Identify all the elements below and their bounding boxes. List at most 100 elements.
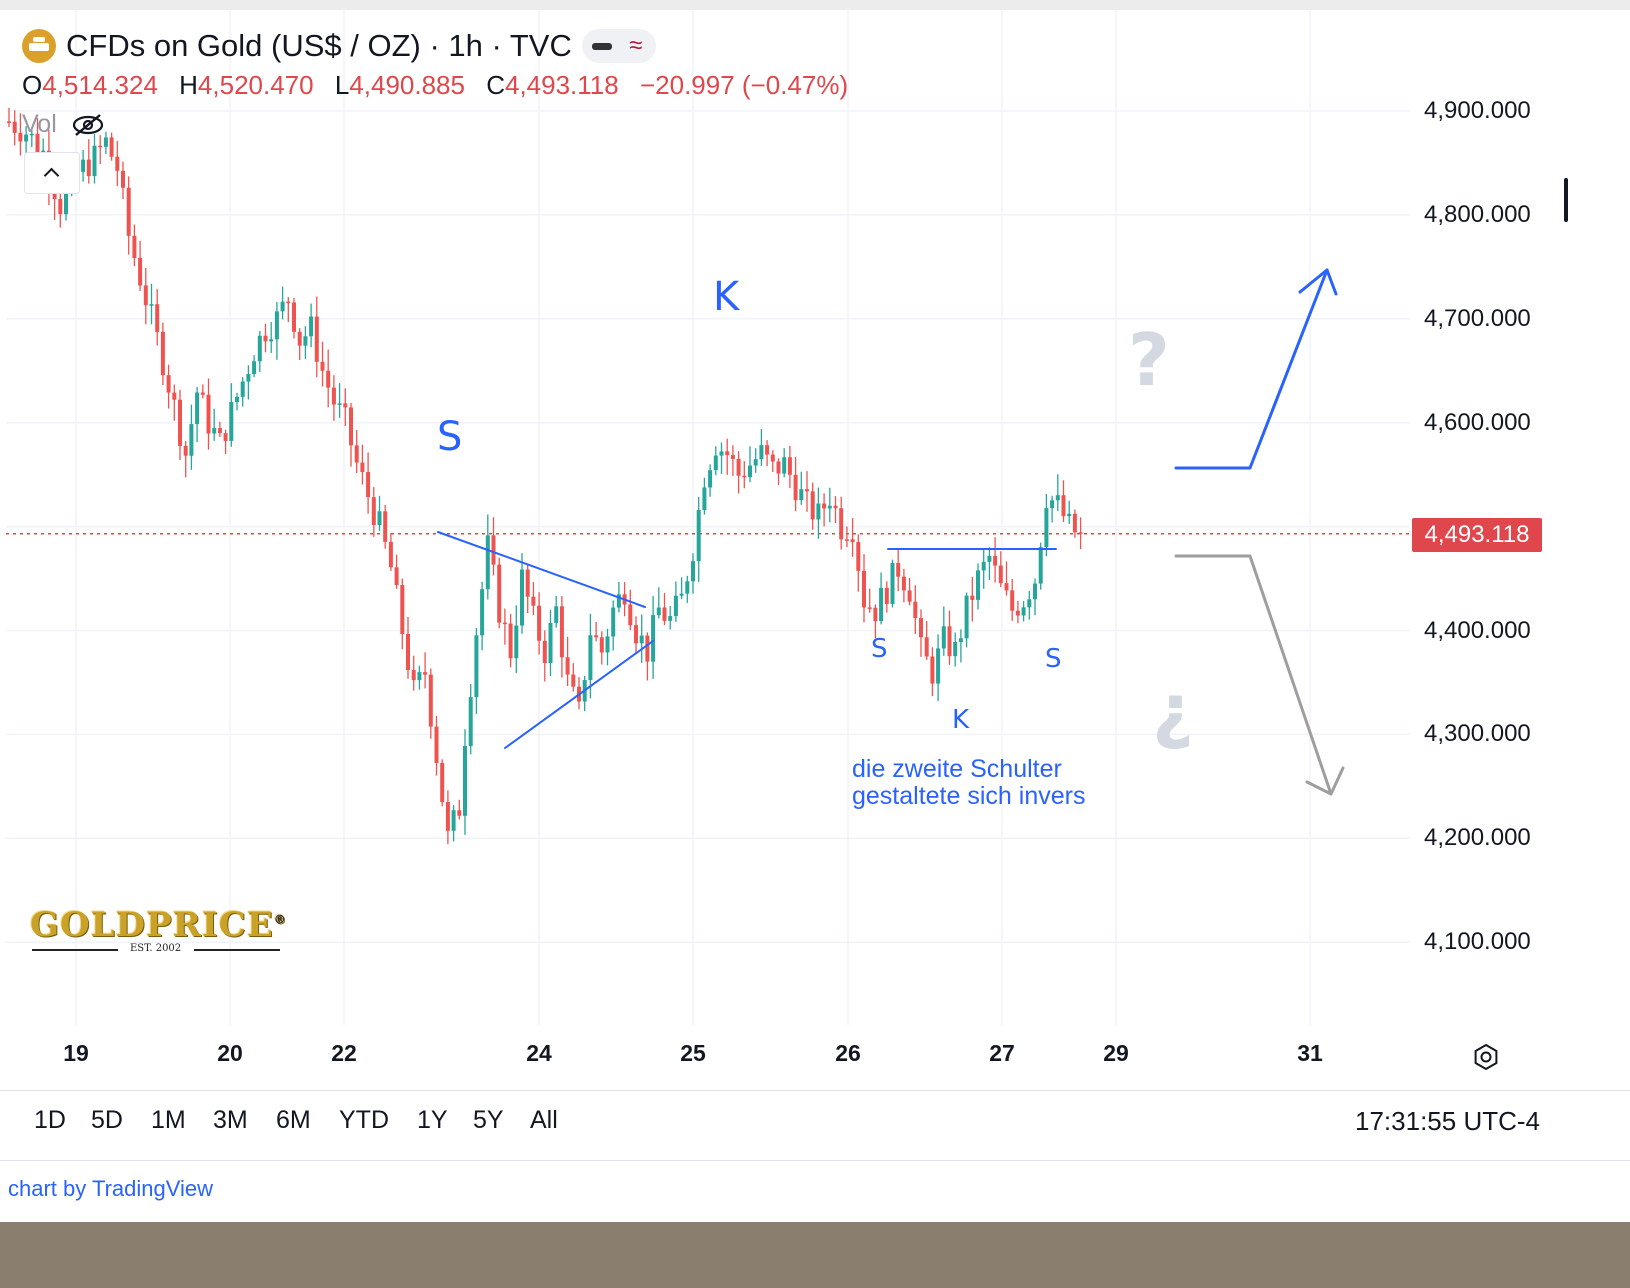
candle-up	[229, 402, 234, 441]
candle-down	[200, 392, 205, 395]
candle-down	[286, 301, 291, 304]
time-tick-label: 26	[835, 1040, 861, 1066]
scroll-handle[interactable]	[1564, 178, 1568, 222]
price-chart[interactable]	[0, 0, 1630, 1090]
candle-down	[331, 387, 336, 405]
triangle-upper-line	[437, 531, 646, 608]
candle-down	[862, 570, 866, 608]
logo-rule-left	[32, 949, 118, 951]
note-line-2: gestaltete sich invers	[852, 782, 1086, 810]
range-button-1y[interactable]: 1Y	[417, 1106, 448, 1134]
candle-down	[850, 539, 855, 543]
candle-up	[799, 489, 804, 501]
time-tick-label: 24	[526, 1040, 552, 1066]
candle-down	[839, 508, 844, 540]
candle-down	[833, 505, 838, 509]
candle-down	[423, 672, 428, 675]
candle-down	[491, 535, 496, 565]
candle-down	[366, 472, 371, 498]
candle-down	[867, 607, 872, 609]
candle-up	[782, 457, 787, 474]
candle-up	[976, 570, 980, 600]
candle-up	[1050, 500, 1055, 509]
time-tick-label: 20	[217, 1040, 243, 1066]
range-button-3m[interactable]: 3M	[213, 1106, 248, 1134]
price-tick-label: 4,900.000	[1424, 97, 1531, 124]
candle-up	[696, 510, 701, 562]
candle-up	[474, 635, 479, 698]
settings-icon[interactable]	[1472, 1043, 1500, 1071]
candle-down	[1010, 590, 1015, 611]
candle-up	[103, 137, 108, 147]
candle-down	[1061, 495, 1066, 517]
bullish-scenario-arrow	[1174, 268, 1329, 470]
legend-controls[interactable]: ≈	[581, 29, 656, 63]
candle-down	[263, 335, 268, 342]
candle-down	[12, 121, 17, 133]
collapse-legend-button[interactable]	[24, 152, 80, 194]
candle-down	[383, 511, 388, 542]
candle-down	[662, 607, 667, 621]
goldprice-logo: GOLDPRICE® EST. 2002	[30, 905, 290, 957]
change-value: −20.997 (−0.47%)	[639, 70, 849, 100]
range-button-all[interactable]: All	[530, 1106, 558, 1134]
price-tick-label: 4,800.000	[1424, 200, 1531, 228]
candle-down	[884, 587, 889, 604]
candle-up	[827, 505, 832, 509]
price-tick-label: 4,600.000	[1424, 408, 1531, 436]
range-button-6m[interactable]: 6M	[276, 1106, 311, 1134]
candle-up	[651, 615, 656, 662]
candle-up	[274, 311, 279, 340]
candle-down	[776, 461, 781, 474]
candle-down	[7, 121, 11, 123]
candle-up	[252, 361, 257, 374]
candle-down	[924, 637, 929, 657]
price-tick-label: 4,700.000	[1424, 304, 1531, 332]
candle-up	[417, 672, 422, 681]
candle-up	[1038, 547, 1043, 584]
annotation-note: die zweite Schulter gestaltete sich inve…	[852, 756, 1085, 810]
candle-up	[708, 470, 713, 488]
volume-label: Vol	[22, 110, 57, 138]
candle-down	[502, 622, 507, 625]
range-button-5d[interactable]: 5D	[91, 1106, 123, 1134]
candle-down	[58, 199, 63, 215]
wave-icon[interactable]: ≈	[629, 32, 643, 59]
candle-down	[1004, 583, 1009, 591]
price-tick-label: 4,100.000	[1424, 928, 1531, 956]
candle-down	[166, 375, 171, 393]
high-value: 4,520.470	[197, 70, 314, 100]
tradingview-credit-link[interactable]: chart by TradingView	[8, 1176, 214, 1201]
candle-down	[132, 235, 137, 258]
candle-down	[765, 445, 770, 455]
candle-down	[326, 370, 331, 388]
candle-up	[212, 428, 217, 434]
candle-down	[223, 433, 228, 441]
candle-up	[1033, 583, 1037, 600]
candle-down	[542, 640, 547, 664]
candle-down	[440, 762, 445, 803]
candle-up	[280, 301, 285, 312]
candle-up	[92, 145, 97, 177]
candle-up	[668, 616, 673, 621]
annotation-left-shoulder: S	[437, 414, 463, 460]
annotation-head: K	[713, 274, 740, 320]
range-button-ytd[interactable]: YTD	[339, 1106, 389, 1134]
candle-up	[753, 459, 758, 466]
eye-hidden-icon[interactable]	[71, 113, 105, 137]
candle-up	[639, 635, 644, 644]
symbol-legend: CFDs on Gold (US$ / OZ) · 1h · TVC ≈	[22, 22, 656, 70]
range-button-1m[interactable]: 1M	[151, 1106, 186, 1134]
annotation-small-shoulder-left: S	[871, 634, 888, 664]
candle-up	[816, 503, 821, 520]
candle-up	[468, 697, 473, 747]
candle-up	[1055, 495, 1060, 501]
open-label: O	[22, 70, 43, 100]
candle-down	[919, 618, 923, 638]
range-button-1d[interactable]: 1D	[34, 1106, 66, 1134]
gold-symbol-icon	[22, 29, 56, 63]
candle-down	[856, 542, 861, 571]
range-button-5y[interactable]: 5Y	[473, 1106, 504, 1134]
goldprice-logo-est: EST. 2002	[130, 943, 182, 954]
minus-icon[interactable]	[588, 42, 616, 50]
